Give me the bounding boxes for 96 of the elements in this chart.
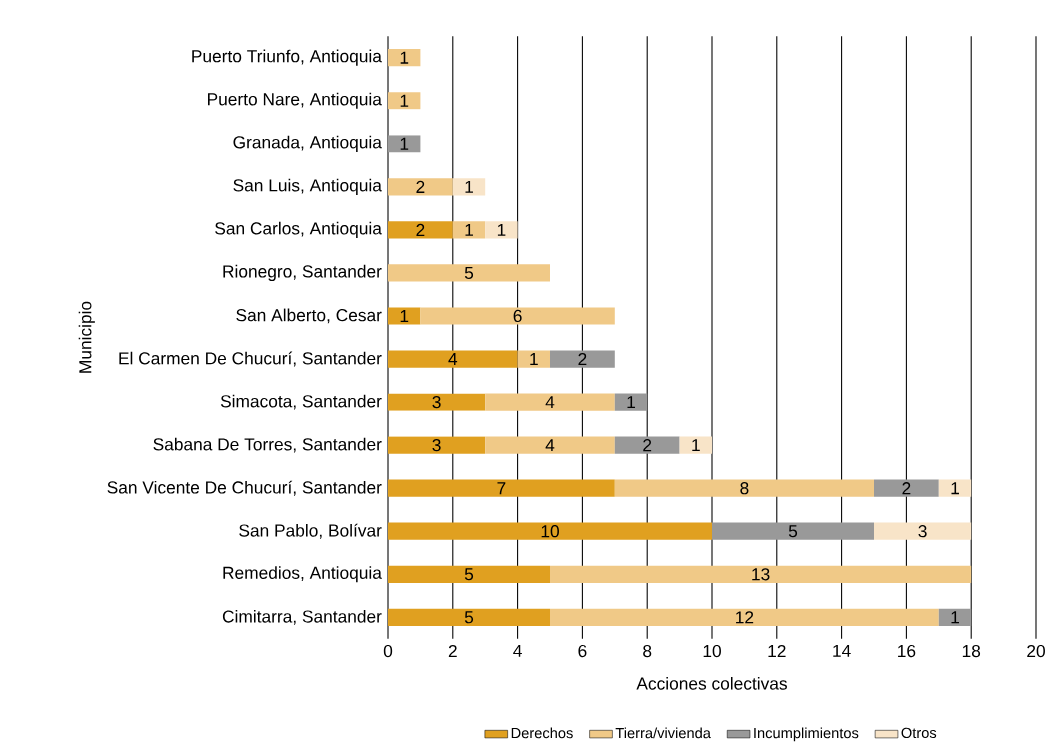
x-tick-label: 6 (578, 644, 587, 658)
data-label: 2 (416, 180, 425, 193)
legend-label: Derechos (511, 727, 573, 739)
data-label: 4 (545, 396, 555, 409)
x-tick-label: 0 (383, 644, 393, 658)
y-tick-label: Granada, Antioquia (233, 135, 382, 152)
bar (388, 522, 712, 540)
data-label: 2 (578, 352, 587, 366)
bar (388, 264, 550, 282)
x-tick-label: 14 (833, 644, 851, 657)
bar (485, 393, 615, 411)
bar (452, 221, 486, 239)
y-tick-label: San Pablo, Bolívar (239, 523, 382, 539)
data-label: 2 (902, 482, 911, 495)
x-axis-title: Acciones colectivas (636, 676, 787, 690)
bar (874, 479, 939, 497)
data-label: 5 (788, 525, 798, 538)
data-label: 1 (400, 94, 409, 107)
bar (388, 178, 453, 196)
y-tick-label: Cimitarra, Santander (222, 609, 382, 625)
data-label: 1 (465, 223, 473, 236)
bar (614, 436, 680, 454)
data-label: 5 (464, 568, 474, 581)
y-axis-title: Municipio (78, 301, 95, 373)
data-label: 10 (541, 525, 559, 538)
x-tick-label: 16 (898, 644, 916, 658)
y-tick-label: Puerto Nare, Antioquia (208, 92, 382, 109)
data-label: 2 (416, 223, 425, 236)
data-label: 3 (432, 438, 441, 452)
y-tick-label: Sabana De Torres, Santander (153, 437, 382, 453)
bar (517, 350, 550, 368)
data-label: 8 (740, 482, 749, 495)
data-label: 1 (465, 180, 473, 193)
data-label: 4 (545, 439, 555, 452)
bar (614, 393, 648, 411)
bar (550, 608, 939, 626)
bar (388, 92, 421, 110)
bar (550, 565, 972, 583)
legend-label: Incumplimientos (754, 727, 859, 742)
data-label: 12 (736, 611, 754, 624)
x-tick-label: 20 (1027, 644, 1045, 658)
bar (614, 479, 874, 497)
bar (712, 522, 874, 540)
bar (388, 608, 550, 626)
data-label: 1 (400, 51, 409, 64)
bar (388, 393, 486, 411)
data-label: 1 (400, 310, 409, 322)
data-label: 13 (752, 568, 770, 581)
y-tick-label: San Carlos, Antioquia (215, 221, 382, 238)
y-tick-label: San Alberto, Cesar (236, 308, 382, 324)
x-tick-label: 4 (513, 644, 522, 657)
data-label: 2 (643, 439, 652, 452)
bar (874, 522, 972, 540)
legend-label: Tierra/vivienda (615, 727, 711, 739)
y-tick-label: San Luis, Antioquia (233, 178, 382, 195)
bar (388, 436, 486, 454)
bar (938, 479, 972, 497)
bar (420, 307, 615, 325)
bar (485, 221, 518, 239)
data-label: 5 (464, 611, 474, 624)
bar (388, 221, 453, 239)
bar (938, 608, 972, 626)
data-label: 1 (497, 223, 506, 236)
y-tick-label: Remedios, Antioquia (223, 566, 382, 583)
data-label: 1 (530, 353, 538, 365)
data-label: 1 (627, 396, 635, 409)
data-label: 6 (513, 309, 522, 323)
data-label: 1 (692, 439, 700, 452)
bar (388, 565, 550, 583)
data-label: 3 (918, 525, 927, 538)
y-tick-label: San Vicente De Chucurí, Santander (107, 480, 382, 496)
bar (485, 436, 615, 454)
data-label: 1 (400, 137, 409, 150)
bar (388, 479, 615, 497)
bar (550, 350, 615, 368)
bar (452, 178, 486, 196)
y-tick-label: Puerto Triunfo, Antioquia (192, 49, 382, 66)
x-tick-label: 12 (768, 644, 786, 657)
data-label: 7 (497, 482, 506, 495)
data-label: 5 (464, 266, 474, 279)
data-label: 4 (448, 353, 458, 365)
data-label: 1 (951, 482, 959, 495)
x-tick-label: 8 (643, 644, 652, 658)
bar (679, 436, 712, 454)
y-tick-label: El Carmen De Chucurí, Santander (119, 351, 382, 367)
y-tick-label: Simacota, Santander (220, 394, 382, 410)
y-tick-label: Rionegro, Santander (223, 264, 382, 282)
data-label: 3 (432, 395, 441, 409)
legend-label: Otros (901, 727, 937, 739)
bar (388, 350, 518, 368)
x-tick-label: 2 (448, 644, 457, 657)
x-tick-label: 18 (962, 644, 981, 658)
x-tick-label: 10 (703, 644, 721, 658)
data-label: 1 (951, 611, 959, 624)
bar (388, 307, 421, 325)
bar (388, 49, 421, 67)
